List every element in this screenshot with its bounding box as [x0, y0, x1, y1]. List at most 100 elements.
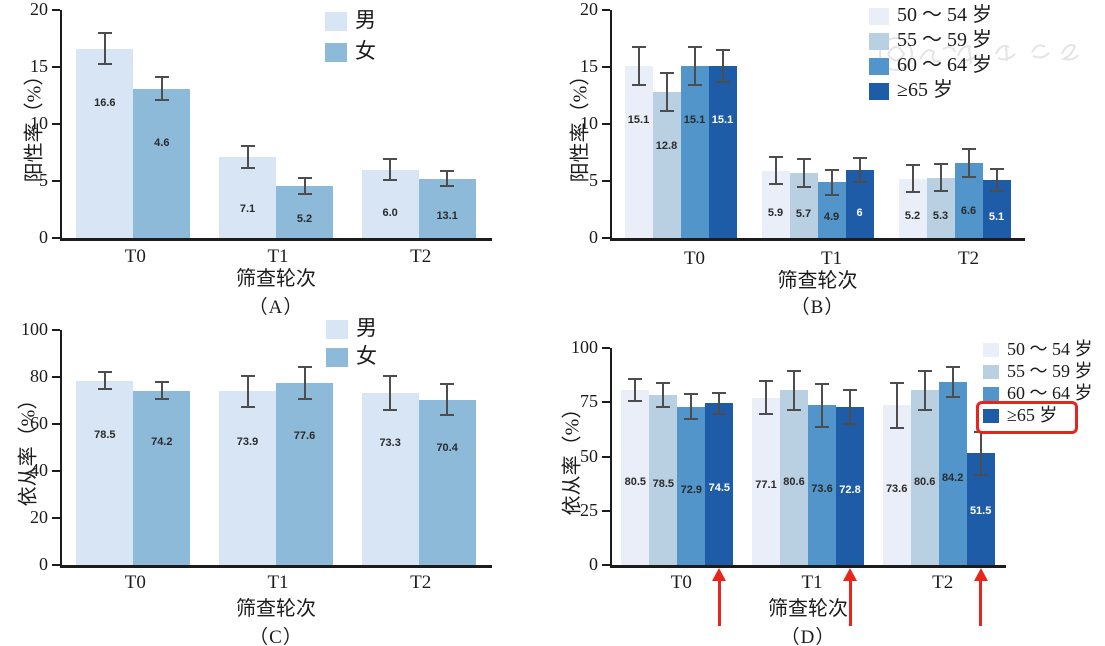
legend-label: ≥65 岁: [897, 79, 953, 101]
error-bar-stem: [303, 366, 306, 399]
bar-value-label: 5.7: [795, 208, 812, 221]
error-bar-stem: [665, 73, 668, 111]
arrow-up-icon-stem: [848, 580, 852, 626]
x-axis-title: 筛查轮次: [768, 598, 848, 620]
y-tick-mark: [602, 564, 610, 566]
y-axis-spine: [60, 330, 62, 567]
y-tick-mark: [602, 123, 610, 125]
error-bar-stem: [662, 382, 665, 407]
journal-seal-watermark-icon: [879, 37, 1079, 71]
bar-value-label: 5.1: [988, 210, 1005, 223]
error-bar-cap-bottom: [440, 185, 455, 188]
y-tick-label: 0: [39, 227, 48, 247]
panel-caption: （C）: [249, 627, 303, 646]
y-tick-mark: [602, 455, 610, 458]
error-bar-stem: [858, 157, 861, 182]
bar-value-label: 73.6: [811, 482, 833, 495]
bar-value-label: 73.3: [379, 437, 401, 450]
y-tick-mark: [52, 423, 60, 425]
panel-caption: （B）: [790, 297, 845, 318]
error-bar-cap-bottom: [961, 176, 976, 178]
y-tick-mark: [602, 347, 610, 349]
y-axis-spine: [610, 348, 612, 567]
arrow-up-icon-stem: [979, 580, 983, 626]
bar: [910, 390, 939, 565]
bar: [133, 88, 191, 238]
error-bar-cap-bottom: [631, 83, 646, 86]
error-bar-cap-bottom: [684, 418, 699, 421]
bar-value-label: 80.5: [624, 475, 647, 488]
error-bar-cap-bottom: [917, 408, 932, 411]
legend-swatch: [869, 8, 889, 25]
error-bar-stem: [303, 177, 306, 194]
bar: [808, 405, 836, 565]
bar: [621, 390, 650, 565]
y-tick-mark: [52, 180, 60, 182]
y-tick-label: 20: [30, 507, 48, 527]
error-bar-cap-bottom: [383, 408, 398, 411]
y-tick-label: 40: [30, 460, 48, 480]
bar-value-label: 78.5: [94, 428, 116, 441]
legend-label: 50 ～ 54 岁: [1007, 339, 1093, 359]
bar-value-label: 4.6: [154, 136, 170, 149]
error-bar-stem: [830, 169, 833, 195]
bar-value-label: 80.6: [913, 475, 936, 488]
error-bar-cap-bottom: [796, 186, 811, 189]
error-bar-cap-bottom: [815, 425, 829, 428]
error-bar-cap-bottom: [297, 397, 312, 400]
bar: [752, 397, 780, 565]
error-bar-stem: [721, 49, 724, 82]
error-bar-stem: [923, 370, 926, 410]
error-bar-stem: [951, 367, 954, 398]
bar-value-label: 78.5: [652, 477, 675, 490]
bar: [708, 65, 737, 238]
bar: [133, 390, 191, 565]
y-tick-label: 60: [30, 413, 48, 433]
y-tick-label: 5: [39, 170, 48, 190]
error-bar-stem: [793, 370, 795, 410]
error-bar-cap-bottom: [905, 191, 920, 194]
legend-label: 60 ～ 64 岁: [1007, 383, 1093, 403]
y-tick-label: 0: [589, 227, 598, 247]
error-bar-stem: [774, 157, 777, 185]
error-bar-stem: [246, 146, 249, 168]
y-tick-mark: [52, 517, 60, 519]
y-tick-label: 5: [589, 170, 598, 190]
bar-value-label: 5.2: [904, 210, 921, 223]
legend-label: ≥65 岁: [1007, 405, 1058, 425]
bar-value-label: 6.6: [960, 204, 977, 217]
x-category-label: T2: [410, 246, 432, 267]
legend-label: 男: [356, 316, 377, 340]
error-bar-cap-bottom: [852, 180, 867, 183]
y-tick-mark: [52, 329, 60, 331]
bar-value-label: 51.5: [969, 505, 992, 518]
legend-swatch: [326, 320, 348, 339]
error-bar-stem: [160, 77, 163, 101]
error-bar-cap-bottom: [759, 412, 773, 415]
y-tick-mark: [602, 66, 610, 68]
x-category-label: T1: [801, 572, 823, 593]
error-bar-stem: [693, 47, 696, 85]
bar-value-label: 72.8: [839, 483, 861, 496]
error-bar-stem: [911, 165, 914, 193]
error-bar-cap-bottom: [154, 398, 169, 401]
y-axis-spine: [610, 10, 612, 240]
x-axis-title: 筛查轮次: [236, 268, 316, 290]
y-tick-mark: [52, 470, 60, 472]
x-category-label: T0: [670, 572, 692, 593]
bar: [836, 407, 864, 565]
bar: [276, 382, 333, 565]
error-bar-cap-bottom: [787, 408, 801, 411]
bar-value-label: 74.5: [708, 482, 731, 495]
error-bar-cap-bottom: [240, 166, 255, 169]
y-tick-mark: [602, 9, 610, 11]
bar: [76, 48, 134, 238]
bar: [677, 406, 706, 565]
bar-value-label: 6.0: [382, 207, 398, 220]
bar-value-label: 12.8: [655, 140, 678, 153]
y-tick-label: 100: [571, 337, 598, 357]
y-tick-mark: [602, 180, 610, 182]
